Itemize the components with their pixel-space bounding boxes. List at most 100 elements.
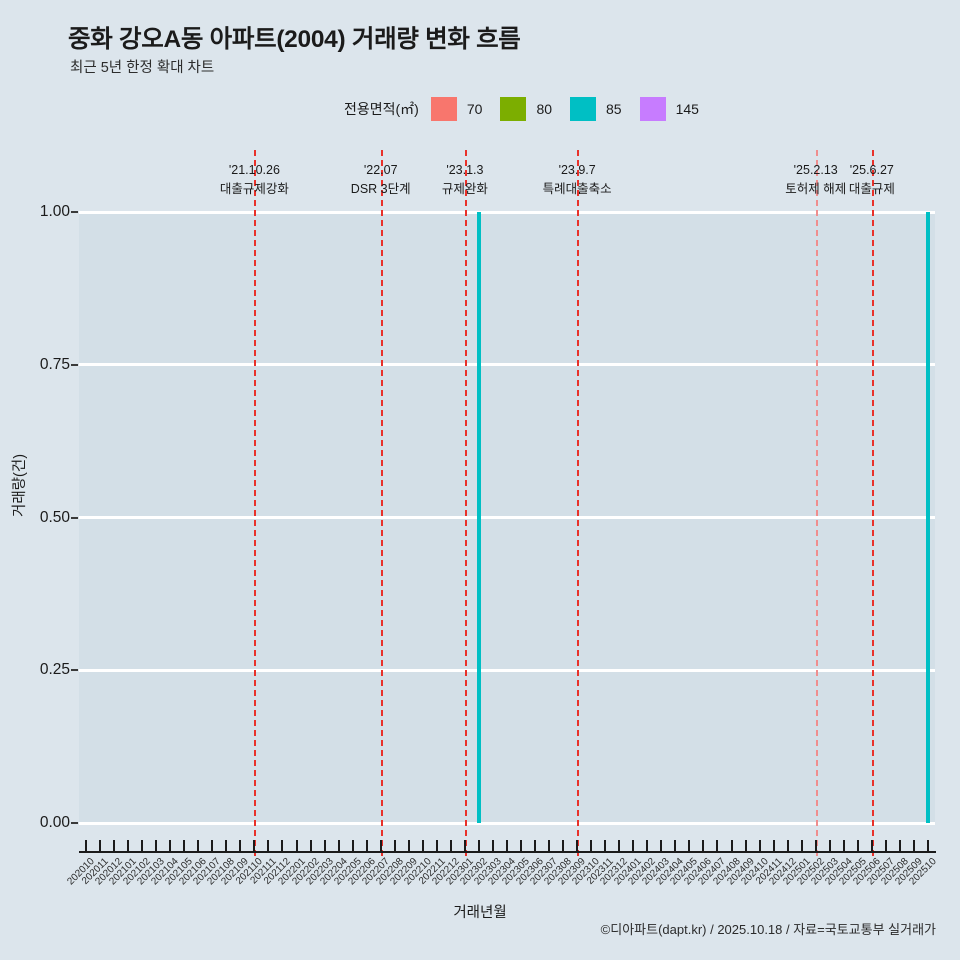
x-axis-tick-mark: [716, 840, 719, 851]
legend-item[interactable]: 70: [430, 97, 495, 121]
event-annotation-desc: 규제완화: [441, 182, 488, 197]
x-axis-title: 거래년월: [453, 905, 507, 921]
x-axis-tick-mark: [548, 840, 551, 851]
event-annotation: '23.1.3 규제완화: [442, 161, 488, 200]
legend-item[interactable]: 145: [639, 97, 711, 121]
y-axis-tick-mark: [71, 211, 78, 213]
x-axis-tick-mark: [379, 840, 382, 851]
event-annotation-date: '23.9.7: [558, 163, 596, 177]
x-axis-tick-mark: [407, 840, 410, 851]
y-axis-tick-mark: [71, 363, 78, 366]
legend-swatch-icon: [639, 97, 666, 121]
x-axis-tick-mark: [155, 840, 158, 851]
legend-swatch-icon: [430, 97, 457, 121]
x-axis-tick-mark: [239, 840, 242, 851]
legend-item-label: 145: [675, 101, 699, 117]
page-title: 중화 강오A동 아파트(2004) 거래량 변화 흐름: [68, 26, 521, 53]
y-axis-tick-label: 0.25: [39, 661, 70, 679]
event-annotation-date: '22.07: [363, 163, 398, 177]
gridline: [79, 210, 935, 214]
x-axis-tick-mark: [127, 840, 130, 851]
x-axis-tick-mark: [506, 840, 508, 851]
x-axis-tick-mark: [463, 840, 466, 851]
event-annotation: '25.2.13 토허제 해제: [785, 161, 846, 200]
event-marker-line: [577, 150, 580, 856]
x-axis-tick-mark: [730, 840, 733, 851]
x-axis-tick-mark: [85, 840, 88, 851]
gridline: [79, 668, 935, 672]
legend-swatch-icon: [500, 97, 527, 121]
x-axis-tick-mark: [870, 840, 873, 851]
y-axis-tick-label: 0.00: [39, 814, 70, 831]
y-axis-tick-label: 0.75: [39, 355, 70, 373]
x-axis-tick-mark: [772, 840, 775, 851]
event-annotation: '21.10.26 대출규제강화: [220, 161, 289, 200]
event-annotation-desc: 토허제 해제: [785, 182, 847, 197]
x-axis-tick-mark: [856, 840, 859, 851]
legend-item[interactable]: 85: [570, 97, 634, 121]
event-annotation-desc: 대출규제: [848, 182, 895, 197]
legend-item[interactable]: 80: [500, 97, 564, 121]
event-marker-line: [815, 150, 818, 856]
gridline: [79, 363, 935, 367]
event-annotation-date: '25.2.13: [793, 163, 838, 177]
x-axis-tick-mark: [884, 840, 887, 851]
x-axis-tick-mark: [828, 840, 831, 851]
x-axis-tick-mark: [113, 840, 116, 851]
event-marker-line: [254, 150, 257, 856]
x-axis-tick-mark: [814, 840, 817, 851]
x-axis-tick-mark: [842, 840, 845, 851]
y-axis-tick-mark: [71, 669, 78, 672]
x-axis-tick-mark: [477, 840, 480, 851]
x-axis-tick-mark: [786, 840, 789, 851]
y-axis-tick-label: 1.00: [39, 203, 70, 220]
x-axis-tick-mark: [758, 840, 761, 851]
y-axis-tick-mark: [71, 516, 78, 519]
x-axis-tick-mark: [281, 840, 284, 851]
x-axis-tick-mark: [267, 840, 270, 851]
x-axis-tick-mark: [800, 840, 803, 851]
plot-area: [79, 150, 935, 856]
x-axis-tick-mark: [912, 840, 915, 851]
event-annotation-date: '25.6.27: [849, 163, 894, 177]
x-axis-tick-mark: [295, 840, 298, 851]
x-axis-tick-mark: [660, 840, 663, 851]
x-axis-tick-mark: [618, 840, 621, 851]
x-axis-tick-mark: [211, 840, 214, 851]
x-axis-tick-mark: [491, 840, 494, 851]
chart-subtitle: 최근 5년 한정 확대 차트: [70, 60, 215, 76]
bar-mark[interactable]: [476, 212, 481, 823]
x-axis-tick-mark: [253, 840, 256, 851]
chart-legend: 전용면적(㎡) 70 80 85 145: [344, 97, 717, 121]
event-annotation-date: '21.10.26: [228, 163, 280, 177]
gridline: [79, 516, 935, 519]
x-axis-tick-mark: [225, 840, 228, 851]
x-axis-tick-mark: [604, 840, 607, 851]
x-axis-tick-mark: [744, 840, 747, 851]
x-axis-tick-mark: [169, 840, 172, 851]
x-axis-tick-mark: [393, 840, 396, 851]
x-axis-tick-mark: [590, 840, 593, 851]
x-axis-tick-mark: [337, 840, 340, 851]
x-axis-tick-mark: [309, 840, 312, 851]
event-annotation: '22.07 DSR 3단계: [351, 161, 411, 200]
x-axis-tick-mark: [702, 840, 705, 851]
event-annotation: '23.9.7 특례대출축소: [543, 161, 612, 200]
x-axis-tick-mark: [197, 840, 200, 851]
x-axis-tick-mark: [99, 840, 102, 851]
x-axis-tick-mark: [688, 840, 691, 851]
legend-swatch-icon: [570, 97, 597, 121]
event-marker-line: [464, 150, 467, 856]
event-annotation-date: '23.1.3: [446, 163, 484, 177]
x-axis-tick-mark: [646, 840, 649, 851]
event-marker-line: [380, 150, 383, 856]
x-axis-tick-mark: [351, 840, 354, 851]
x-axis-tick-mark: [365, 840, 368, 851]
x-axis-tick-mark: [323, 840, 326, 851]
x-axis-tick-mark: [926, 840, 929, 851]
x-axis-tick-mark: [435, 840, 438, 851]
bar-mark[interactable]: [925, 212, 930, 823]
x-axis-tick-mark: [632, 840, 635, 851]
x-axis-tick-mark: [141, 840, 144, 851]
